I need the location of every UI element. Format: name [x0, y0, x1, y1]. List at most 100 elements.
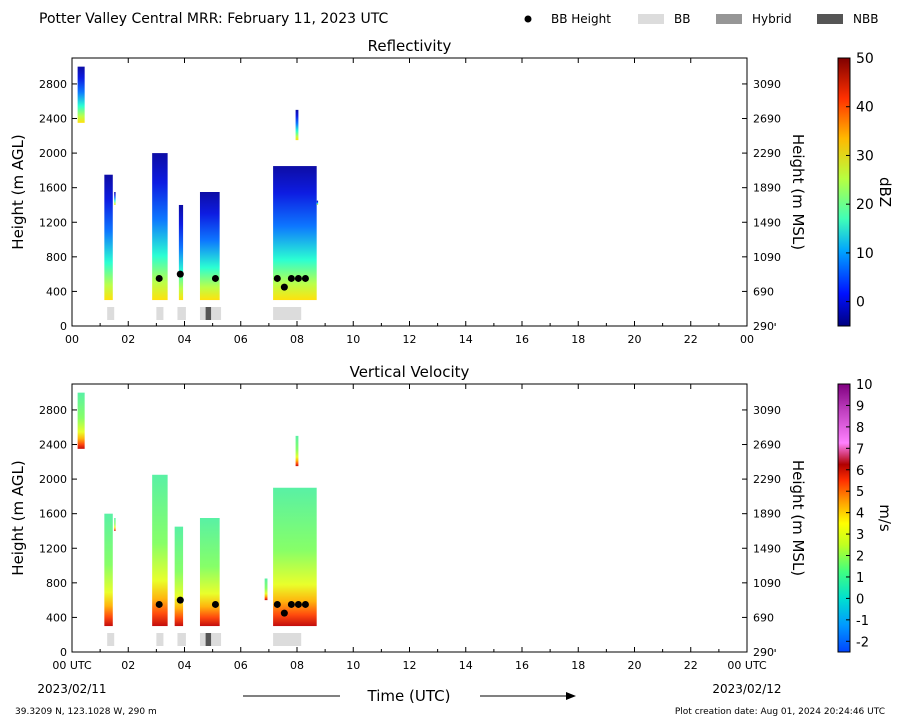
colorbar-tick-label: 2 [856, 550, 864, 565]
x-tick-label: 16 [515, 333, 529, 346]
bb-type-bar-nbb [205, 633, 212, 646]
y-tick-label: 1600 [39, 508, 67, 521]
y2-tick-label: 2690 [753, 113, 781, 126]
x-tick-label: 18 [571, 659, 585, 672]
y2-tick-label: 1490 [753, 216, 781, 229]
x-tick-label: 00 UTC [727, 659, 767, 672]
colorbar-tick-label: 20 [856, 197, 874, 213]
echo-column [199, 192, 220, 301]
bb-height-point [294, 600, 302, 608]
y-tick-label: 400 [46, 611, 67, 624]
bb-type-bar-bb [156, 633, 164, 646]
x-tick-label: 02 [121, 333, 135, 346]
bb-height-point [280, 283, 288, 291]
y2-tick-label: 1090 [753, 251, 781, 264]
colorbar-tick-label: 4 [856, 507, 864, 522]
echo-column [199, 518, 220, 627]
creation-date-text: Plot creation date: Aug 01, 2024 20:24:4… [675, 707, 885, 717]
echo-column [77, 392, 85, 449]
panel-title: Vertical Velocity [350, 363, 470, 381]
colorbar-gradient [837, 383, 851, 653]
y2-axis-label: Height (m MSL) [789, 460, 807, 576]
echo-column [178, 204, 184, 301]
bb-type-bar-bb [211, 307, 222, 320]
x-tick-label: 12 [403, 333, 417, 346]
y-tick-label: 2800 [39, 78, 67, 91]
y-axis-label: Height (m AGL) [9, 460, 27, 575]
y2-tick-label: 1490 [753, 542, 781, 555]
figure-title: Potter Valley Central MRR: February 11, … [39, 11, 388, 27]
y-tick-label: 1200 [39, 542, 67, 555]
bb-height-point [287, 274, 295, 282]
y2-tick-label: 690 [753, 611, 774, 624]
colorbar-tick-label: 3 [856, 528, 864, 543]
y2-tick-label: 290 [753, 320, 774, 333]
bb-height-point [176, 270, 184, 278]
start-date: 2023/02/11 [37, 682, 106, 696]
echo-column [295, 109, 299, 141]
velocity-colorbar: -2 -1 0 1 2 3 4 5 6 7 8 9 10 m/s [837, 378, 894, 653]
x-tick-label: 14 [459, 659, 473, 672]
time-arrow-head [566, 692, 576, 700]
colorbar-tick-label: 5 [856, 485, 864, 500]
vertical-velocity-panel: Vertical Velocity 0 400 800 1200 1600 2000 2400… [9, 363, 807, 672]
plot-frame [71, 57, 748, 327]
y-tick-label: 0 [60, 646, 67, 659]
x-tick-label: 00 [740, 333, 754, 346]
echo-column [174, 526, 184, 627]
y2-tick-label: 690 [753, 285, 774, 298]
echo-column [152, 474, 168, 627]
legend-swatch-hybrid [716, 14, 742, 24]
colorbar-tick-label: 6 [856, 464, 864, 479]
echo-column [264, 578, 268, 601]
x-tick-label: 06 [234, 333, 248, 346]
y2-tick-label: 290 [753, 646, 774, 659]
y-tick-label: 2400 [39, 439, 67, 452]
colorbar-tick-label: -1 [856, 614, 869, 629]
bb-type-bar-bb [177, 307, 186, 320]
y-axis-label: Height (m AGL) [9, 134, 27, 249]
bb-height-point [211, 274, 219, 282]
colorbar-gradient [837, 57, 851, 327]
location-text: 39.3209 N, 123.1028 W, 290 m [15, 707, 157, 717]
colorbar-tick-label: 40 [856, 100, 874, 116]
colorbar-tick-label: 8 [856, 421, 864, 436]
bb-type-bar-bb [273, 633, 302, 646]
bb-height-point [273, 600, 281, 608]
x-tick-label: 14 [459, 333, 473, 346]
x-tick-label: 22 [684, 333, 698, 346]
x-tick-label: 02 [121, 659, 135, 672]
x-tick-label: 22 [684, 659, 698, 672]
reflectivity-panel: Reflectivity0400800120016002000240028002… [9, 37, 807, 346]
x-axis-label: Time (UTC) [367, 687, 451, 705]
reflectivity-colorbar: 0 10 20 30 40 50 dBZ [837, 51, 894, 327]
bb-height-point [155, 274, 163, 282]
bb-height-point [211, 600, 219, 608]
x-tick-label: 00 UTC [52, 659, 92, 672]
echo-column [152, 153, 168, 301]
y-tick-label: 0 [60, 320, 67, 333]
bb-height-point [287, 600, 295, 608]
x-tick-label: 10 [346, 333, 360, 346]
bb-type-bar-bb [199, 307, 206, 320]
echo-column [77, 66, 85, 123]
colorbar-tick-label: 0 [856, 592, 864, 607]
y-tick-label: 2800 [39, 404, 67, 417]
colorbar-tick-label: 50 [856, 51, 874, 67]
y2-tick-label: 1890 [753, 182, 781, 195]
bb-type-bar-bb [211, 633, 222, 646]
legend-label: NBB [853, 12, 878, 26]
colorbar-tick-label: 30 [856, 148, 874, 164]
colorbar-tick-label: 10 [856, 246, 874, 262]
x-tick-label: 00 [65, 333, 79, 346]
echo-column [316, 200, 319, 205]
legend-label: BB [674, 12, 690, 26]
y2-tick-label: 1890 [753, 508, 781, 521]
x-tick-label: 12 [403, 659, 417, 672]
colorbar-tick-label: 10 [856, 378, 873, 393]
y-tick-label: 800 [46, 251, 67, 264]
echo-column [114, 518, 116, 531]
bb-type-bar-bb [156, 307, 164, 320]
bb-height-point [294, 274, 302, 282]
y-tick-label: 800 [46, 577, 67, 590]
